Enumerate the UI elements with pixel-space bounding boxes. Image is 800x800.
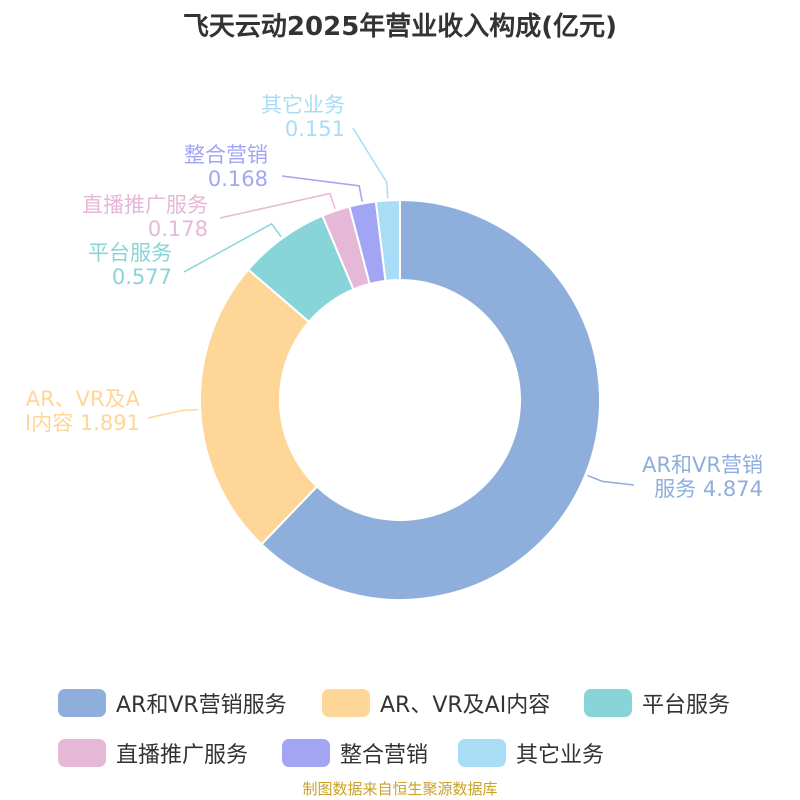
slice-label: 0.168 [208,167,268,191]
legend-item[interactable]: 整合营销 [282,738,428,768]
slice-label: 0.151 [285,117,345,141]
legend-label: 整合营销 [340,743,429,768]
slice-label: AR和VR营销 [642,453,763,477]
leader-line [219,192,336,219]
legend-swatch [58,739,106,767]
legend-item[interactable]: 其它业务 [458,738,604,768]
slice-label: 服务 4.874 [654,477,763,501]
leader-line [183,222,282,273]
legend-label: 直播推广服务 [116,743,249,768]
slice-label: 0.178 [148,217,208,241]
legend-swatch [282,739,330,767]
legend-item[interactable]: 直播推广服务 [58,738,248,768]
legend-swatch [458,739,506,767]
slice-label: 其它业务 [261,93,345,117]
slice-label: 直播推广服务 [82,193,208,217]
donut-chart: AR和VR营销服务 4.874 AR、VR及AI内容 1.891 平台服务0.577… [25,93,763,601]
donut-slice[interactable] [374,198,401,282]
legend-label: AR和VR营销服务 [116,693,287,718]
legend-label: 其它业务 [516,743,605,768]
legend-swatch [584,689,632,717]
leader-line [587,474,635,486]
legend-label: 平台服务 [642,693,731,718]
leader-line [352,127,389,199]
leader-line [147,408,199,419]
donut-slice[interactable] [199,268,319,546]
slice-label: AR、VR及A [26,387,141,411]
leader-line [281,175,363,202]
legend-item[interactable]: AR和VR营销服务 [58,688,287,718]
legend-label: AR、VR及AI内容 [380,693,551,718]
legend-swatch [322,689,370,717]
slice-label: 平台服务 [88,241,172,265]
slice-label: I内容 1.891 [25,411,140,435]
donut-slice[interactable] [260,198,601,601]
slice-label: 整合营销 [184,143,268,167]
chart-title: 飞天云动2025年营业收入构成(亿元) [182,12,618,42]
slice-label: 0.577 [112,265,172,289]
legend-item[interactable]: 平台服务 [584,688,730,718]
legend-swatch [58,689,106,717]
source-note: 制图数据来自恒生聚源数据库 [302,780,498,798]
legend-item[interactable]: AR、VR及AI内容 [322,688,550,718]
